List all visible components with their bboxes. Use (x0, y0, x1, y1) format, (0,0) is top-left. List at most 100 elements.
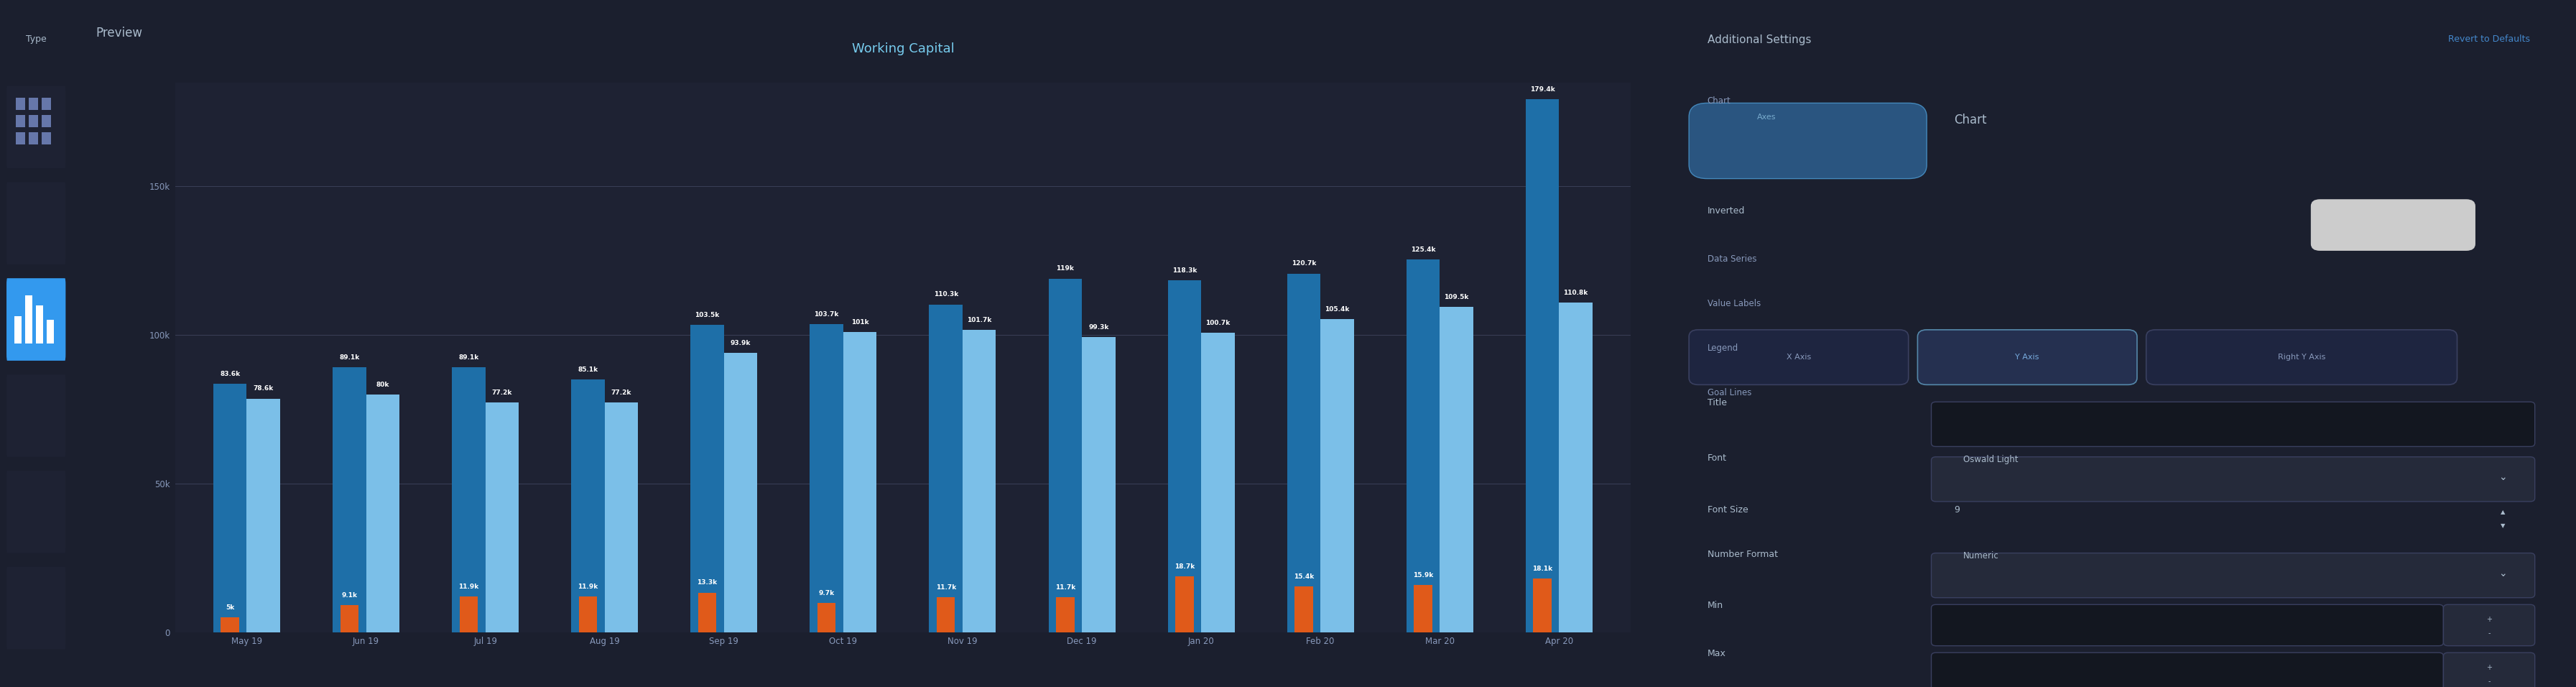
Bar (26, 295, 33, 344)
Text: X Axis: X Axis (1785, 354, 1811, 361)
Bar (15, 98, 26, 110)
Text: Value Labels: Value Labels (1708, 299, 1759, 308)
Bar (15, 115, 26, 127)
FancyBboxPatch shape (1932, 457, 2535, 502)
Text: Chart: Chart (1708, 96, 1731, 106)
Text: 9.1k: 9.1k (343, 592, 358, 598)
Text: 118.3k: 118.3k (1172, 268, 1198, 274)
Bar (247, 398, 281, 632)
FancyBboxPatch shape (2445, 605, 2535, 646)
Text: Additional Settings: Additional Settings (1708, 34, 1811, 45)
Bar (724, 353, 757, 632)
Bar (1175, 576, 1193, 632)
Text: 101.7k: 101.7k (966, 317, 992, 324)
Bar (46, 319, 54, 344)
FancyBboxPatch shape (8, 567, 64, 649)
Bar (459, 597, 477, 632)
Text: 103.7k: 103.7k (814, 311, 840, 317)
FancyBboxPatch shape (1690, 103, 1927, 179)
Bar (340, 605, 358, 632)
FancyBboxPatch shape (2445, 653, 2535, 687)
Text: Title: Title (1708, 398, 1726, 408)
FancyBboxPatch shape (8, 471, 64, 553)
Bar (366, 394, 399, 632)
Title: Working Capital: Working Capital (853, 43, 953, 56)
FancyBboxPatch shape (2146, 330, 2458, 385)
Bar (1056, 597, 1074, 632)
Text: Axes: Axes (1757, 113, 1777, 120)
FancyBboxPatch shape (1932, 402, 2535, 447)
Bar (1321, 319, 1355, 632)
Text: Numeric: Numeric (1963, 551, 1999, 561)
Bar (1296, 586, 1314, 632)
Text: Oswald Light: Oswald Light (1963, 455, 2017, 464)
FancyBboxPatch shape (8, 86, 64, 168)
Text: 179.4k: 179.4k (1530, 86, 1556, 93)
Text: 85.1k: 85.1k (577, 366, 598, 372)
Text: 100.7k: 100.7k (1206, 320, 1231, 326)
Text: 110.8k: 110.8k (1564, 290, 1587, 296)
Bar (1558, 303, 1592, 632)
Text: 18.1k: 18.1k (1533, 565, 1553, 572)
Text: 120.7k: 120.7k (1291, 260, 1316, 267)
Text: 105.4k: 105.4k (1324, 306, 1350, 313)
Text: Chart: Chart (1955, 113, 1986, 126)
Text: 9: 9 (1955, 505, 1960, 515)
Bar (332, 368, 366, 632)
Bar (842, 332, 876, 632)
Bar (451, 368, 484, 632)
Text: ⌄: ⌄ (2499, 569, 2506, 578)
Text: 13.3k: 13.3k (698, 580, 716, 586)
Legend: Current Assets, Current Liabilities, Working Capital: Current Assets, Current Liabilities, Wor… (768, 0, 1038, 1)
Text: Font: Font (1708, 453, 1726, 463)
Text: 89.1k: 89.1k (459, 354, 479, 361)
Bar (41, 132, 52, 144)
Bar (484, 403, 518, 632)
FancyBboxPatch shape (8, 374, 64, 457)
Text: Revert to Defaults: Revert to Defaults (2447, 34, 2530, 44)
Text: 15.4k: 15.4k (1293, 573, 1314, 580)
Bar (580, 597, 598, 632)
Text: 99.3k: 99.3k (1087, 324, 1108, 330)
Bar (963, 330, 997, 632)
Text: 11.9k: 11.9k (459, 584, 479, 590)
Text: 77.2k: 77.2k (492, 390, 513, 396)
Bar (15, 132, 26, 144)
Text: 119k: 119k (1056, 265, 1074, 272)
Text: 109.5k: 109.5k (1445, 294, 1468, 300)
Bar (1533, 578, 1551, 632)
Text: 101k: 101k (850, 319, 868, 326)
Text: Inverted: Inverted (1708, 206, 1744, 216)
Text: Right Y Axis: Right Y Axis (2277, 354, 2326, 361)
Text: +: + (2486, 616, 2491, 623)
Text: 5k: 5k (227, 604, 234, 611)
Text: 89.1k: 89.1k (340, 354, 361, 361)
Bar (1082, 337, 1115, 632)
Text: 80k: 80k (376, 381, 389, 388)
Bar (1167, 280, 1200, 632)
Bar (1525, 99, 1558, 632)
FancyBboxPatch shape (8, 182, 64, 264)
Bar (214, 383, 247, 632)
FancyBboxPatch shape (1932, 553, 2535, 598)
Text: Goal Lines: Goal Lines (1708, 388, 1752, 398)
FancyBboxPatch shape (1917, 330, 2138, 385)
Text: 110.3k: 110.3k (933, 291, 958, 298)
FancyBboxPatch shape (1690, 330, 1909, 385)
Text: 83.6k: 83.6k (219, 371, 240, 377)
Bar (817, 603, 835, 632)
Bar (28, 115, 39, 127)
Bar (222, 617, 240, 632)
Text: Max: Max (1708, 649, 1726, 659)
Text: 9.7k: 9.7k (819, 590, 835, 597)
FancyBboxPatch shape (2311, 199, 2476, 251)
Bar (690, 324, 724, 632)
Text: 103.5k: 103.5k (696, 312, 719, 318)
Bar (938, 597, 956, 632)
Text: +: + (2486, 664, 2491, 671)
Text: Min: Min (1708, 601, 1723, 611)
Text: Number Format: Number Format (1708, 550, 1777, 559)
Text: Y Axis: Y Axis (2014, 354, 2040, 361)
Text: ⌄: ⌄ (2499, 473, 2506, 482)
Text: Font Size: Font Size (1708, 505, 1749, 515)
